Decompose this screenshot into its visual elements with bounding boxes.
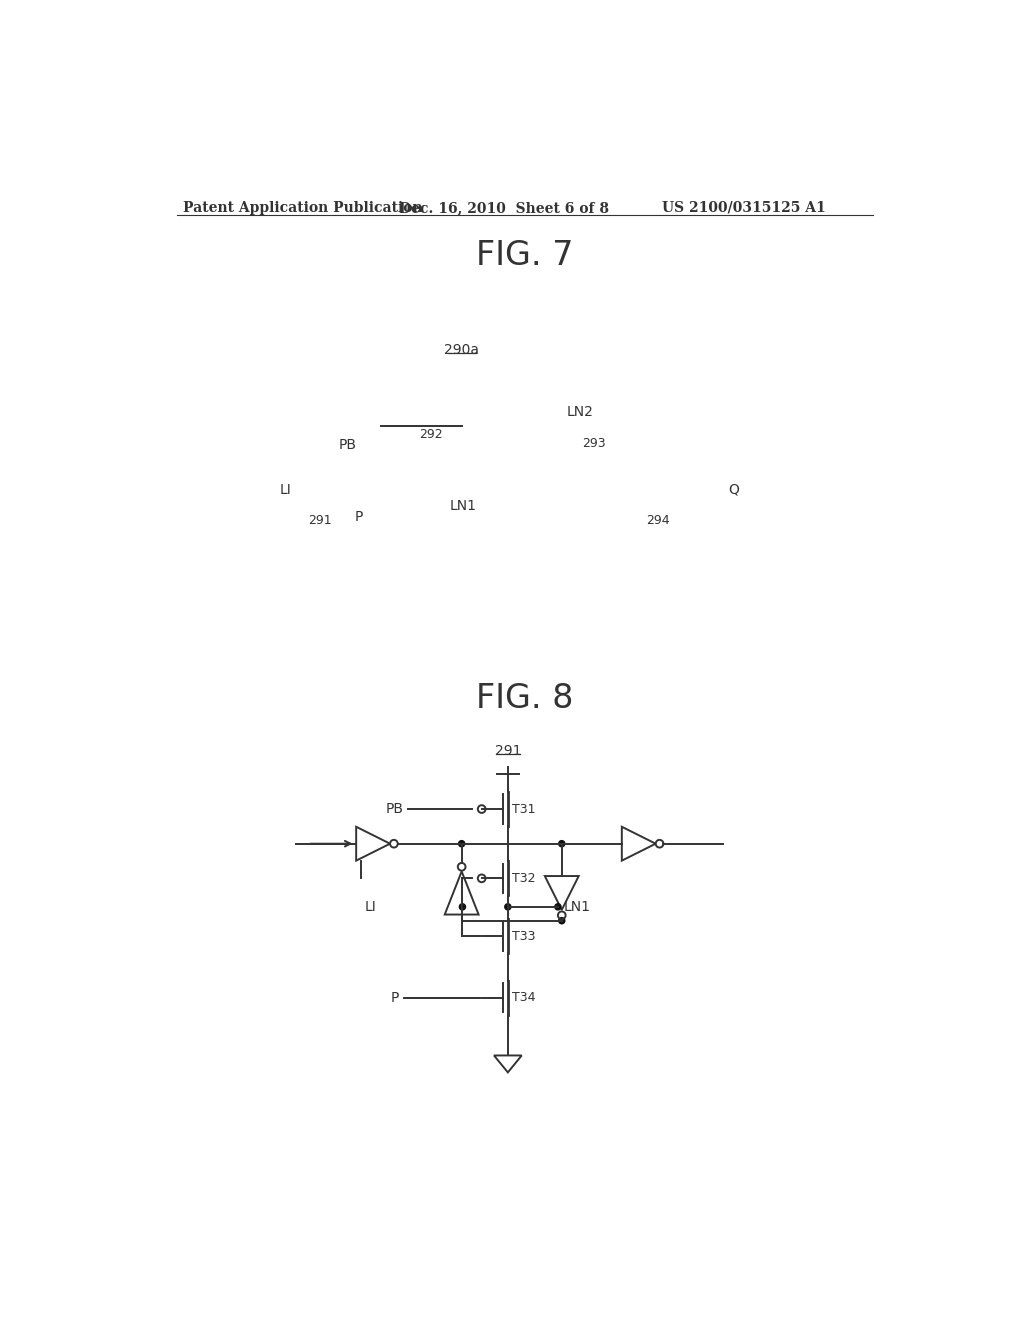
Text: T32: T32 — [512, 871, 536, 884]
Text: LI: LI — [365, 900, 376, 913]
Text: LN2: LN2 — [566, 405, 593, 420]
Text: 291: 291 — [495, 743, 521, 758]
Circle shape — [505, 904, 511, 909]
Circle shape — [460, 904, 466, 909]
Circle shape — [555, 904, 561, 909]
Text: 290a: 290a — [444, 343, 479, 358]
Text: FIG. 8: FIG. 8 — [476, 682, 573, 715]
Text: LI: LI — [280, 483, 292, 496]
Circle shape — [559, 841, 565, 847]
Text: 292: 292 — [420, 428, 443, 441]
Text: Q: Q — [728, 483, 739, 496]
Text: FIG. 7: FIG. 7 — [476, 239, 573, 272]
Text: T33: T33 — [512, 929, 536, 942]
Circle shape — [559, 917, 565, 924]
Text: 293: 293 — [582, 437, 605, 450]
Text: US 2100/0315125 A1: US 2100/0315125 A1 — [662, 201, 825, 215]
Text: PB: PB — [339, 438, 357, 451]
Circle shape — [459, 841, 465, 847]
Text: 291: 291 — [307, 515, 332, 527]
Text: 294: 294 — [646, 515, 670, 527]
Text: P: P — [391, 991, 399, 1005]
Text: T34: T34 — [512, 991, 536, 1005]
Text: Dec. 16, 2010  Sheet 6 of 8: Dec. 16, 2010 Sheet 6 of 8 — [398, 201, 608, 215]
Text: T31: T31 — [512, 803, 536, 816]
Text: P: P — [355, 511, 364, 524]
Text: PB: PB — [386, 803, 403, 816]
Text: LN1: LN1 — [563, 900, 590, 913]
Text: LN1: LN1 — [450, 499, 477, 512]
Text: Patent Application Publication: Patent Application Publication — [183, 201, 423, 215]
